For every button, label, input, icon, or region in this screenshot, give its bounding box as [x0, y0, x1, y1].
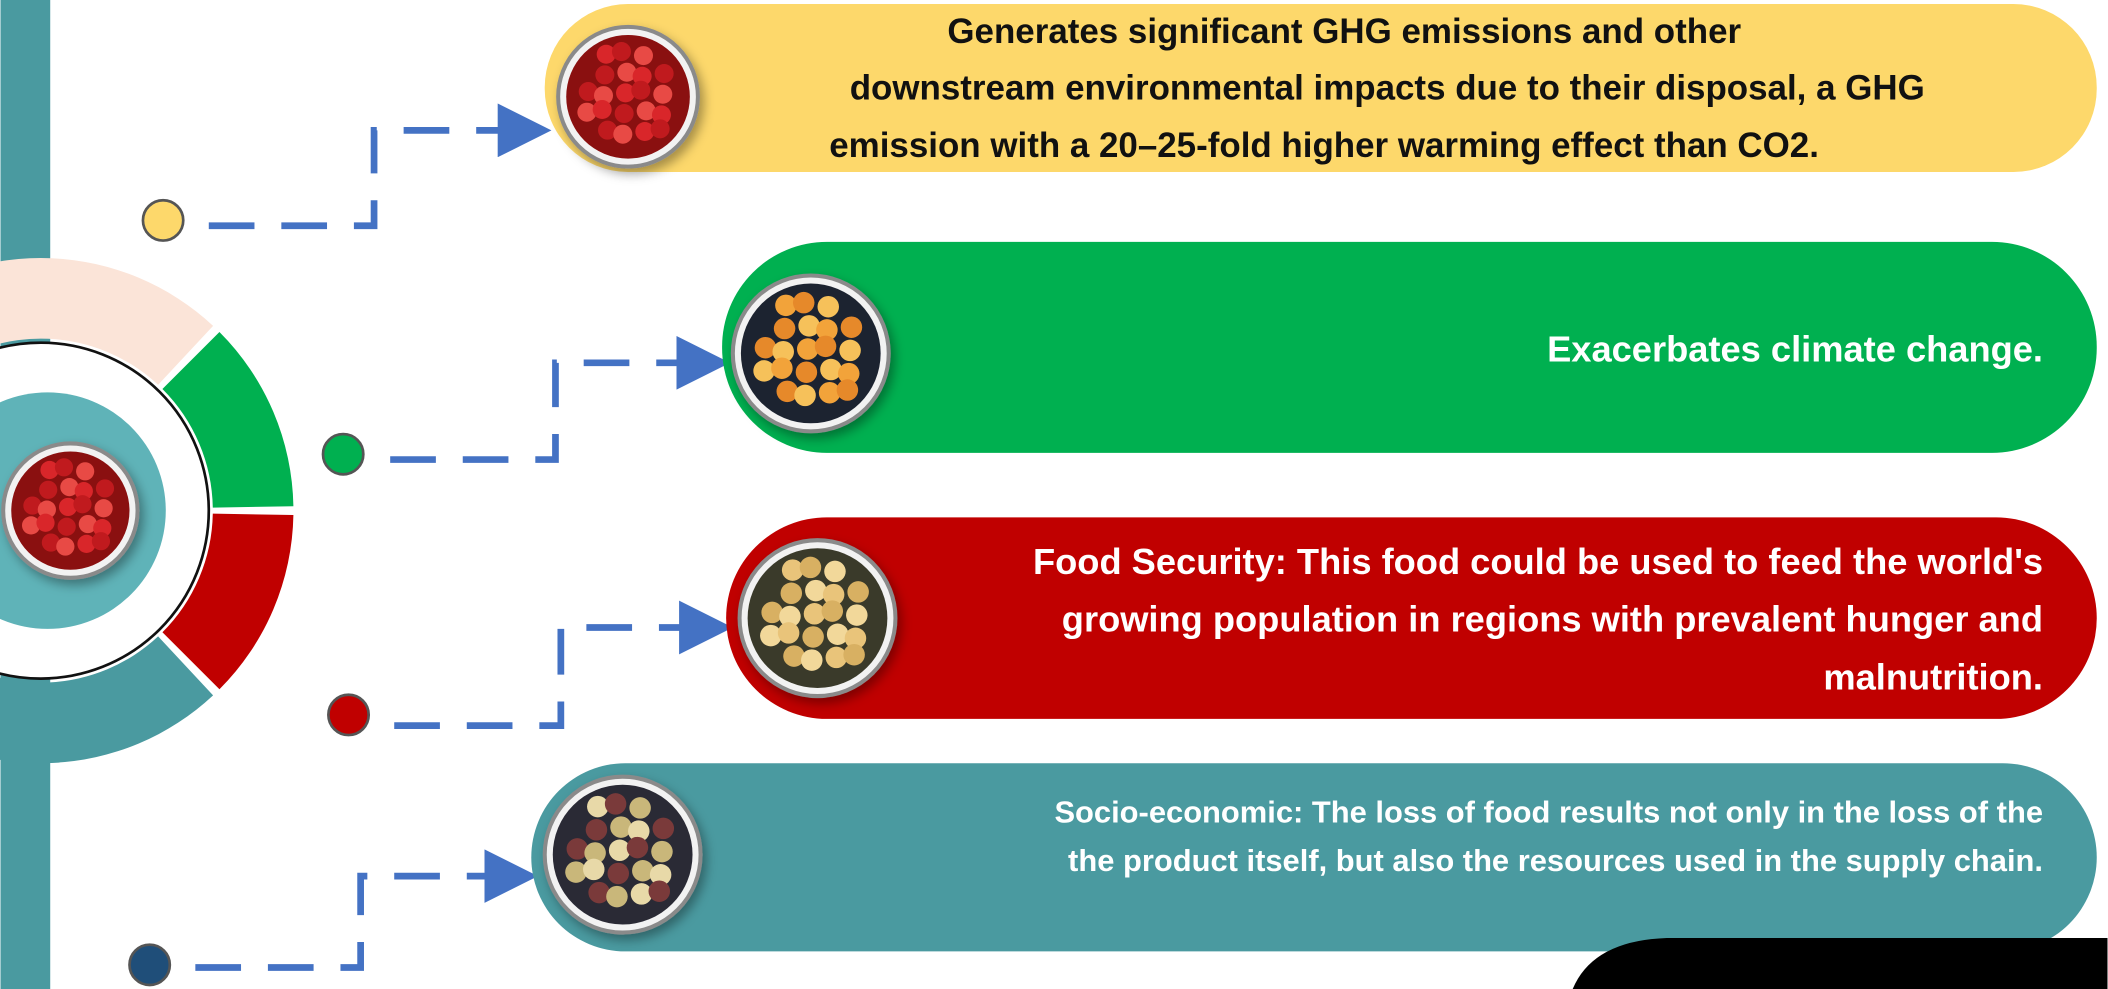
image-detail [634, 46, 653, 65]
center-image [3, 443, 137, 577]
image-detail [755, 337, 777, 359]
panel-text: the product itself, but also the resourc… [1068, 843, 2043, 878]
image-detail [588, 882, 610, 904]
image-detail [567, 838, 589, 860]
image-detail [781, 583, 803, 605]
image-detail [794, 385, 816, 407]
image-detail [815, 336, 837, 358]
image-detail [847, 581, 869, 603]
image-detail [627, 837, 649, 859]
image-detail [778, 622, 800, 644]
image-detail [651, 119, 670, 138]
panel-text: emission with a 20–25-fold higher warmin… [829, 126, 1819, 165]
image-detail [613, 125, 632, 144]
dot [143, 200, 183, 240]
image-detail [827, 624, 849, 646]
image-detail [846, 604, 868, 626]
connector [394, 628, 712, 726]
image-detail [824, 561, 846, 583]
image-detail [651, 841, 673, 863]
image-detail [839, 340, 861, 362]
logo [1573, 938, 2108, 989]
page: {"items": [ {"lines": ["Generates signif… [0, 0, 2108, 989]
panel-text: Food Security: This food could be used t… [1033, 541, 2043, 582]
image-detail [55, 458, 73, 476]
image-detail [92, 532, 110, 550]
image-detail [610, 816, 632, 838]
image-detail [841, 316, 863, 338]
panel-text: Exacerbates climate change. [1547, 329, 2043, 370]
image-detail [777, 381, 799, 403]
image-detail [653, 818, 675, 840]
image-detail [822, 600, 844, 622]
image-detail [95, 499, 113, 517]
image-detail [798, 315, 820, 337]
image-detail [801, 649, 823, 671]
image-detail [629, 797, 651, 819]
image-detail [615, 104, 634, 123]
image-detail [583, 859, 605, 881]
image-detail [39, 481, 57, 499]
image-detail [783, 645, 805, 667]
image-detail [653, 85, 672, 104]
panel-text: Generates significant GHG emissions and … [947, 12, 1741, 51]
image-detail [793, 292, 815, 314]
panel-text: growing population in regions with preva… [1062, 599, 2043, 640]
dot [328, 695, 368, 735]
image-detail [761, 602, 783, 624]
image-detail [606, 886, 628, 908]
image-detail [655, 64, 674, 83]
image-detail [649, 880, 671, 902]
image-detail [593, 100, 612, 119]
connector [390, 363, 710, 460]
image-detail [595, 65, 614, 84]
image-detail [96, 479, 114, 497]
image-detail [631, 81, 650, 100]
image-detail [805, 580, 827, 602]
image-detail [612, 42, 631, 61]
image-detail [796, 361, 818, 383]
image-detail [802, 626, 824, 648]
image-detail [58, 518, 76, 536]
dot [323, 434, 363, 474]
panel-text: downstream environmental impacts due to … [850, 68, 1925, 107]
image-detail [771, 357, 793, 379]
image-detail [56, 537, 74, 555]
connector [209, 130, 532, 225]
connector [195, 876, 518, 967]
image-detail [800, 557, 822, 579]
image-detail [608, 863, 630, 885]
image-detail [820, 359, 842, 381]
image-detail [36, 514, 54, 532]
image-detail [632, 860, 654, 882]
image-detail [843, 644, 865, 666]
image-detail [586, 819, 608, 841]
image-detail [837, 379, 859, 401]
image-detail [818, 296, 840, 318]
infographic: Generates significant GHG emissions and … [0, 0, 2108, 989]
image-detail [76, 462, 94, 480]
image-detail [605, 793, 627, 815]
image-detail [73, 495, 91, 513]
panel-text: Socio-economic: The loss of food results… [1054, 794, 2043, 829]
panel-text: malnutrition. [1823, 657, 2043, 698]
image-detail [774, 318, 796, 340]
dot [130, 945, 170, 985]
